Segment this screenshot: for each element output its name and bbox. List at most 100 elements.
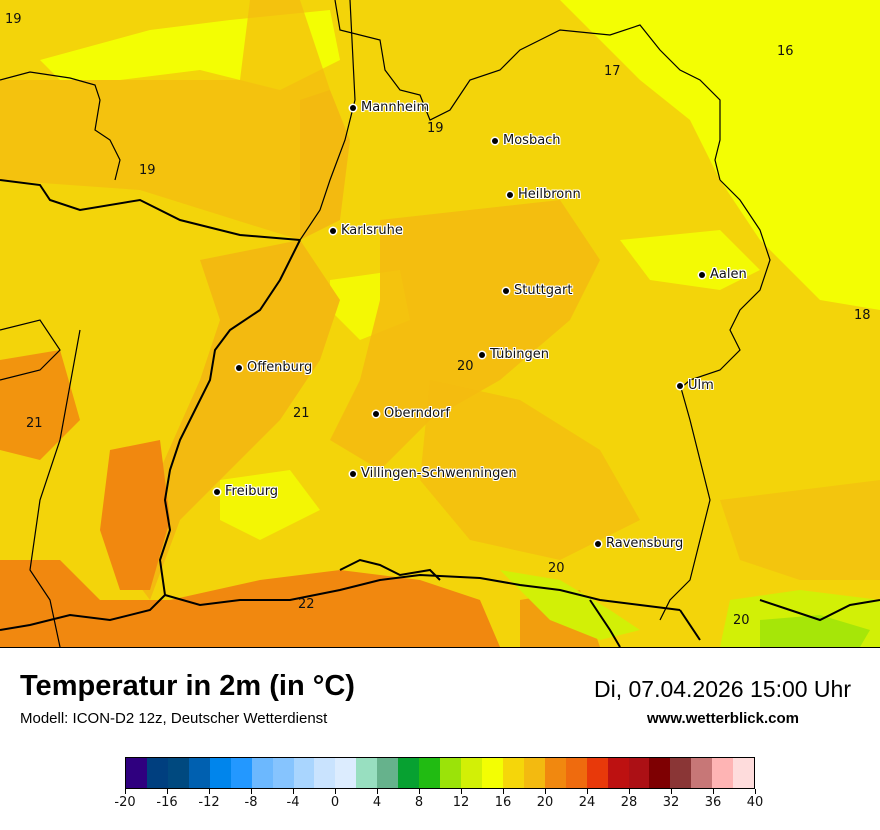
colorbar-tick-label: 20 (536, 795, 554, 810)
colorbar-segment (544, 758, 566, 788)
colorbar-segment (502, 758, 524, 788)
city-ulm: Ulm (677, 378, 714, 393)
colorbar-segment (481, 758, 503, 788)
city-dot-icon (699, 271, 705, 278)
city-name: Villingen-Schwenningen (361, 466, 517, 481)
city-dot-icon (677, 382, 683, 389)
colorbar-tick (167, 789, 168, 794)
city-dot-icon (330, 227, 336, 234)
temperature-colorbar (125, 757, 755, 789)
city-dot-icon (373, 410, 379, 417)
temp-value: 21 (26, 416, 43, 431)
colorbar-ticks: -20 -16 -12 -8 -4 0 4 8 12 16 20 24 28 32 36 40 (114, 789, 763, 819)
colorbar-tick-label: 12 (452, 795, 470, 810)
colorbar-tick (713, 789, 714, 794)
map-title: Temperatur in 2m (in °C) (20, 670, 355, 702)
city-dot-icon (595, 540, 601, 547)
website-link[interactable]: www.wetterblick.com (647, 710, 799, 727)
city-name: Freiburg (225, 484, 279, 499)
colorbar-tick-label: -4 (286, 795, 300, 810)
colorbar-tick (545, 789, 546, 794)
colorbar-tick-label: -16 (156, 795, 178, 810)
colorbar-segment (230, 758, 252, 788)
city-dot-icon (507, 191, 513, 198)
colorbar-segment (628, 758, 650, 788)
colorbar-tick-label: 8 (414, 795, 424, 810)
colorbar-tick (419, 789, 420, 794)
colorbar-segment (126, 758, 147, 788)
city-dot-icon (479, 351, 485, 358)
colorbar-segment (272, 758, 294, 788)
city-offenburg: Offenburg (236, 360, 312, 375)
colorbar-tick-label: 40 (746, 795, 764, 810)
temp-value: 20 (457, 359, 474, 374)
colorbar-tick-label: 24 (578, 795, 596, 810)
city-name: Stuttgart (514, 283, 573, 298)
city-tuebingen: Tübingen (479, 347, 549, 362)
colorbar-segment (670, 758, 692, 788)
colorbar-segment (167, 758, 189, 788)
colorbar-segment (419, 758, 441, 788)
city-name: Offenburg (247, 360, 313, 375)
colorbar-segment (712, 758, 734, 788)
colorbar-tick (461, 789, 462, 794)
city-dot-icon (503, 287, 509, 294)
temp-value: 20 (548, 561, 565, 576)
city-dot-icon (214, 488, 220, 495)
colorbar-segment (398, 758, 420, 788)
colorbar-segment (293, 758, 315, 788)
temp-value: 22 (298, 597, 315, 612)
colorbar-tick (629, 789, 630, 794)
colorbar-tick-label: -8 (244, 795, 258, 810)
colorbar-segment (356, 758, 378, 788)
city-villingen-schwenningen: Villingen-Schwenningen (350, 466, 517, 481)
colorbar-tick (377, 789, 378, 794)
colorbar-tick-label: 32 (662, 795, 680, 810)
temp-value: 19 (139, 163, 156, 178)
colorbar-tick (209, 789, 210, 794)
colorbar-tick-label: 28 (620, 795, 638, 810)
model-subtitle: Modell: ICON-D2 12z, Deutscher Wetterdie… (20, 710, 328, 727)
colorbar-tick-label: -20 (114, 795, 136, 810)
city-mannheim: Mannheim (350, 100, 429, 115)
city-name: Oberndorf (384, 406, 450, 421)
colorbar-segment (440, 758, 461, 788)
colorbar-segment (649, 758, 671, 788)
temperature-map: Mannheim Mosbach Heilbronn Karlsruhe Aal… (0, 0, 880, 648)
city-dot-icon (350, 470, 356, 477)
city-dot-icon (492, 137, 498, 144)
city-freiburg: Freiburg (214, 484, 278, 499)
map-canvas (0, 0, 880, 647)
city-mosbach: Mosbach (492, 133, 561, 148)
colorbar-segment (586, 758, 608, 788)
colorbar-segment (607, 758, 629, 788)
colorbar-tick (125, 789, 126, 794)
colorbar-tick (251, 789, 252, 794)
colorbar-tick-label: 16 (494, 795, 512, 810)
colorbar-tick (587, 789, 588, 794)
colorbar-segment (733, 758, 755, 788)
forecast-datetime: Di, 07.04.2026 15:00 Uhr (593, 676, 851, 702)
colorbar-tick-label: 0 (330, 795, 340, 810)
colorbar-tick (755, 789, 756, 794)
temp-value: 16 (777, 44, 794, 59)
temp-value: 17 (604, 64, 621, 79)
colorbar-tick-label: 36 (704, 795, 722, 810)
colorbar-segment (691, 758, 713, 788)
colorbar-segment (565, 758, 587, 788)
city-name: Mosbach (503, 133, 561, 148)
temp-value: 19 (5, 12, 22, 27)
city-karlsruhe: Karlsruhe (330, 223, 403, 238)
city-name: Heilbronn (518, 187, 581, 202)
temp-value: 21 (293, 406, 310, 421)
city-dot-icon (236, 364, 242, 371)
city-oberndorf: Oberndorf (373, 406, 450, 421)
colorbar-segment (377, 758, 399, 788)
city-name: Mannheim (361, 100, 430, 115)
city-name: Ulm (688, 378, 714, 393)
colorbar-segment (335, 758, 357, 788)
city-name: Ravensburg (606, 536, 684, 551)
colorbar-segment (209, 758, 231, 788)
colorbar-tick (335, 789, 336, 794)
city-ravensburg: Ravensburg (595, 536, 683, 551)
